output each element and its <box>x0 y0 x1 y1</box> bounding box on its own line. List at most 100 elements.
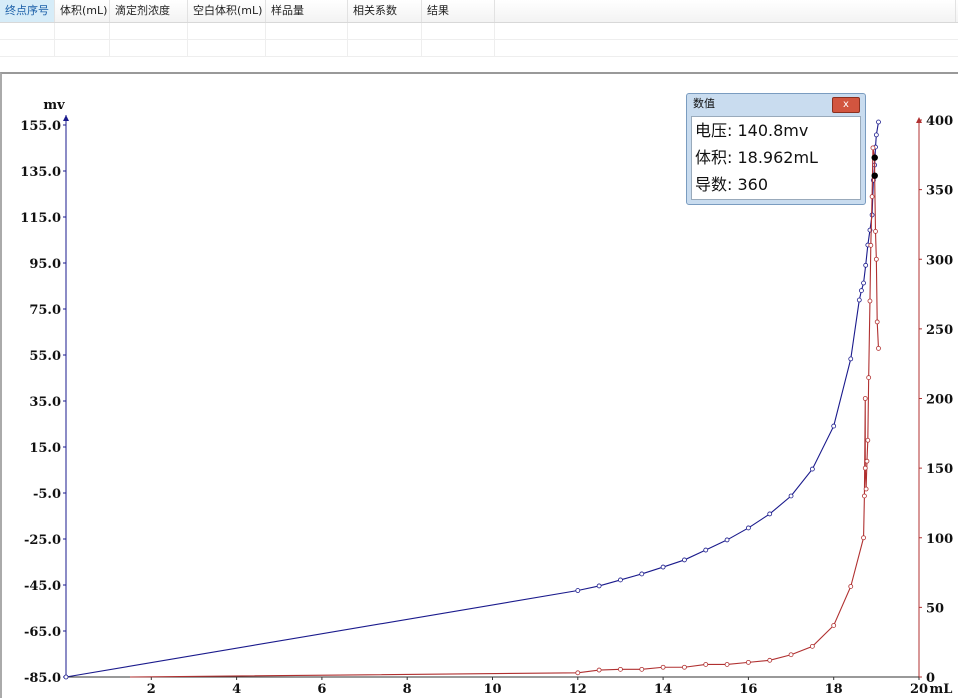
column-header[interactable]: 体积(mL) <box>55 0 110 22</box>
x-tick-label: 4 <box>232 682 241 697</box>
left-axis-arrow-icon <box>63 115 69 121</box>
derivative-point <box>660 664 666 670</box>
potential-point <box>876 119 881 125</box>
y-right-tick-label: 250 <box>926 323 953 338</box>
y-left-tick-label: 155.0 <box>20 119 61 134</box>
y-right-tick-label: 50 <box>926 601 944 616</box>
potential-point <box>831 423 837 429</box>
x-tick-label: 20 <box>910 682 928 697</box>
table-row[interactable] <box>0 40 958 57</box>
derivative-point <box>862 396 868 401</box>
derivative-point <box>865 437 871 443</box>
derivative-point <box>866 375 872 381</box>
y-left-tick-label: 55.0 <box>29 349 61 364</box>
x-tick-label: 10 <box>483 682 501 697</box>
value-tooltip[interactable]: 数值 x 电压: 140.8mv 体积: 18.962mL 导数: 360 <box>686 93 866 205</box>
potential-point <box>746 525 751 531</box>
potential-point <box>809 466 815 472</box>
potential-point <box>863 262 869 268</box>
x-tick-label: 12 <box>569 682 587 697</box>
derivative-point <box>682 664 687 670</box>
potential-point <box>848 356 854 362</box>
derivative-point <box>618 666 623 672</box>
table-header: 终点序号 体积(mL) 滴定剂浓度 空白体积(mL) 样品量 相关系数 结果 <box>0 0 958 23</box>
potential-point <box>856 297 862 303</box>
potential-point <box>861 280 866 286</box>
derivative-point <box>746 659 751 665</box>
y-left-axis-label: mv <box>43 98 65 113</box>
x-tick-label: 14 <box>654 682 672 697</box>
potential-point <box>596 583 602 589</box>
y-left-tick-label: 135.0 <box>20 165 61 180</box>
header-filler <box>495 0 956 22</box>
highlight-point <box>871 154 878 161</box>
results-table: 终点序号 体积(mL) 滴定剂浓度 空白体积(mL) 样品量 相关系数 结果 <box>0 0 958 72</box>
y-right-tick-label: 300 <box>926 253 953 268</box>
y-left-tick-label: -85.0 <box>24 671 61 686</box>
derivative-point <box>639 666 645 672</box>
column-header[interactable]: 相关系数 <box>348 0 422 22</box>
y-right-tick-label: 150 <box>926 462 953 477</box>
tooltip-title: 数值 <box>693 97 715 110</box>
potential-point <box>767 511 773 517</box>
y-left-tick-label: 95.0 <box>29 257 61 272</box>
derivative-point <box>575 670 581 676</box>
column-header[interactable]: 滴定剂浓度 <box>110 0 188 22</box>
derivative-point <box>831 623 837 628</box>
y-left-tick-label: -45.0 <box>24 579 61 594</box>
derivative-point <box>861 535 866 541</box>
derivative-point <box>703 662 709 667</box>
derivative-point <box>767 657 773 663</box>
y-left-tick-label: -5.0 <box>33 487 61 502</box>
derivative-point <box>862 493 867 499</box>
x-axis-label: mL <box>930 682 953 697</box>
titration-chart: 2 4 6 8 10 12 14 16 18 20 mL 155.0 135.0 115.0 95.0 75.… <box>20 98 953 697</box>
close-icon[interactable]: x <box>832 97 860 113</box>
x-tick-label: 6 <box>317 682 326 697</box>
potential-point <box>724 537 730 543</box>
column-header[interactable]: 结果 <box>422 0 495 22</box>
y-left-tick-label: 75.0 <box>29 303 61 318</box>
potential-point <box>63 674 69 680</box>
derivative-point <box>809 643 815 649</box>
highlight-point <box>871 172 878 179</box>
column-header[interactable]: 空白体积(mL) <box>188 0 266 22</box>
y-left-tick-label: 115.0 <box>20 211 61 226</box>
table-row[interactable] <box>0 23 958 40</box>
tooltip-derivative: 导数: 360 <box>695 175 769 194</box>
chart-panel: 2 4 6 8 10 12 14 16 18 20 mL 155.0 135.0 115.0 95.0 75.… <box>0 72 958 698</box>
y-right-tick-label: 0 <box>926 671 935 686</box>
derivative-point <box>724 662 730 667</box>
y-right-tick-label: 100 <box>926 532 953 547</box>
y-left-tick-label: -65.0 <box>24 625 61 640</box>
x-tick-label: 8 <box>403 682 412 697</box>
x-tick-label: 18 <box>825 682 843 697</box>
derivative-point <box>868 242 874 248</box>
column-header[interactable]: 样品量 <box>266 0 348 22</box>
potential-point <box>660 564 666 570</box>
potential-point <box>575 588 581 593</box>
potential-point <box>639 571 645 577</box>
derivative-point <box>848 584 854 589</box>
derivative-point <box>873 228 878 234</box>
derivative-point <box>867 298 873 304</box>
column-header[interactable]: 终点序号 <box>0 0 55 22</box>
y-right-tick-label: 350 <box>926 184 953 199</box>
x-tick-label: 16 <box>739 682 757 697</box>
derivative-point <box>874 319 880 325</box>
y-left-tick-label: 35.0 <box>29 395 61 410</box>
tooltip-voltage: 电压: 140.8mv <box>695 121 809 140</box>
potential-point <box>618 577 623 583</box>
derivative-point <box>870 145 876 151</box>
y-right-tick-label: 200 <box>926 393 953 408</box>
x-tick-label: 2 <box>147 682 156 697</box>
derivative-point <box>869 194 875 199</box>
potential-point <box>682 557 687 563</box>
derivative-point <box>863 486 869 492</box>
potential-point <box>859 288 864 294</box>
potential-point <box>703 547 709 553</box>
y-left-tick-label: 15.0 <box>29 441 61 456</box>
derivative-line <box>129 147 880 678</box>
potential-point <box>873 132 879 138</box>
y-right-tick-label: 400 <box>926 114 953 129</box>
